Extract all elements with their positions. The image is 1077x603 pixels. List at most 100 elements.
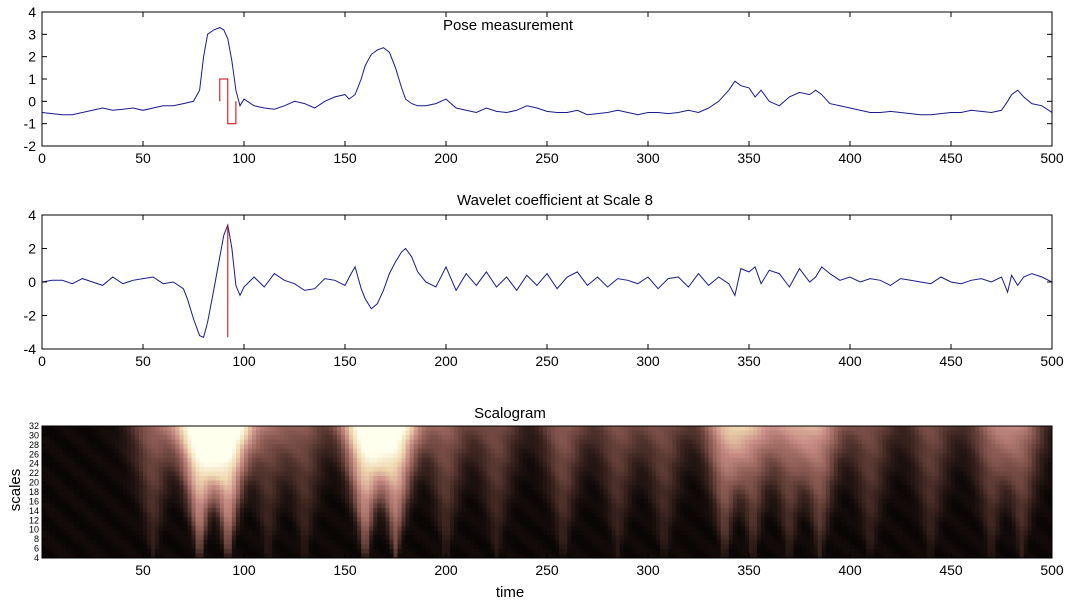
heatmap-cell: [684, 494, 689, 500]
heatmap-cell: [502, 485, 508, 491]
heatmap-cell: [635, 453, 641, 459]
heatmap-cell: [765, 471, 770, 477]
heatmap-cell: [252, 430, 257, 436]
heatmap-cell: [328, 489, 334, 495]
heatmap-cell: [244, 498, 249, 504]
heatmap-cell: [890, 439, 896, 445]
heatmap-cell: [397, 512, 403, 518]
heatmap-cell: [522, 503, 528, 509]
heatmap-cell: [82, 485, 88, 491]
heatmap-cell: [769, 466, 774, 473]
heatmap-cell: [652, 480, 657, 486]
heatmap-cell: [167, 444, 172, 450]
heatmap-cell: [223, 485, 229, 491]
heatmap-cell: [143, 512, 148, 518]
heatmap-cell: [126, 503, 132, 509]
heatmap-cell: [910, 426, 916, 432]
heatmap-cell: [425, 494, 431, 500]
heatmap-cell: [417, 480, 423, 486]
heatmap-cell: [623, 426, 629, 432]
heatmap-cell: [1043, 453, 1049, 459]
heatmap-cell: [159, 498, 164, 504]
heatmap-cell: [138, 480, 144, 486]
heatmap-cell: [672, 444, 677, 450]
heatmap-cell: [417, 485, 423, 491]
heatmap-cell: [345, 489, 350, 495]
heatmap-cell: [579, 466, 584, 473]
heatmap-cell: [744, 480, 750, 486]
heatmap-cell: [393, 476, 399, 482]
heatmap-cell: [761, 466, 766, 473]
heatmap-cell: [276, 507, 281, 514]
heatmap-cell: [934, 494, 940, 500]
heatmap-cell: [474, 439, 479, 445]
heatmap-cell: [769, 426, 774, 432]
heatmap-cell: [672, 439, 677, 445]
heatmap-cell: [551, 462, 556, 468]
heatmap-cell: [377, 512, 382, 518]
heatmap-cell: [749, 471, 754, 477]
heatmap-cell: [486, 476, 492, 482]
heatmap-cell: [930, 466, 936, 473]
heatmap-cell: [894, 507, 900, 514]
heatmap-cell: [405, 485, 411, 491]
heatmap-cell: [482, 498, 487, 504]
heatmap-cell: [874, 430, 879, 436]
heatmap-cell: [304, 507, 310, 514]
heatmap-cell: [421, 503, 427, 509]
heatmap-cell: [882, 498, 887, 504]
heatmap-cell: [50, 471, 55, 477]
heatmap-cell: [199, 498, 205, 504]
axes-box: [41, 214, 1053, 350]
heatmap-cell: [171, 426, 176, 432]
heatmap-cell: [740, 426, 746, 432]
heatmap-cell: [902, 471, 908, 477]
heatmap-cell: [668, 466, 673, 473]
heatmap-cell: [304, 448, 310, 454]
heatmap-cell: [373, 476, 378, 482]
heatmap-cell: [102, 471, 108, 477]
heatmap-cell: [866, 489, 871, 495]
heatmap-cell: [268, 462, 273, 468]
heatmap-cell: [215, 507, 221, 514]
heatmap-cell: [1007, 476, 1013, 482]
heatmap-cell: [575, 480, 580, 486]
heatmap-cell: [1027, 476, 1033, 482]
heatmap-cell: [757, 466, 762, 473]
heatmap-cell: [454, 512, 459, 518]
heatmap-cell: [336, 448, 342, 454]
heatmap-cell: [862, 498, 867, 504]
heatmap-cell: [555, 462, 560, 468]
heatmap-cell: [785, 476, 790, 482]
heatmap-cell: [777, 471, 782, 477]
heatmap-cell: [615, 462, 621, 468]
heatmap-cell: [692, 507, 698, 514]
heatmap-cell: [377, 498, 382, 504]
heatmap-cell: [829, 466, 835, 473]
heatmap-cell: [926, 453, 932, 459]
heatmap-cell: [894, 489, 900, 495]
heatmap-cell: [805, 494, 811, 500]
heatmap-cell: [551, 448, 556, 454]
heatmap-cell: [991, 439, 997, 445]
heatmap-cell: [639, 466, 645, 473]
x-tick-label: 150: [333, 353, 357, 369]
heatmap-cell: [114, 448, 120, 454]
heatmap-cell: [50, 507, 55, 514]
heatmap-cell: [1047, 457, 1052, 464]
heatmap-cell: [235, 444, 241, 450]
heatmap-cell: [187, 426, 193, 432]
heatmap-cell: [183, 466, 189, 473]
heatmap-cell: [466, 426, 471, 432]
heatmap-cell: [239, 512, 245, 518]
heatmap-cell: [252, 444, 257, 450]
heatmap-cell: [138, 494, 144, 500]
heatmap-cell: [373, 471, 378, 477]
heatmap-cell: [530, 480, 536, 486]
heatmap-cell: [401, 507, 407, 514]
heatmap-cell: [914, 444, 920, 450]
heatmap-cell: [845, 480, 851, 486]
heatmap-cell: [635, 444, 641, 450]
heatmap-cell: [252, 448, 257, 454]
heatmap-cell: [720, 503, 726, 509]
